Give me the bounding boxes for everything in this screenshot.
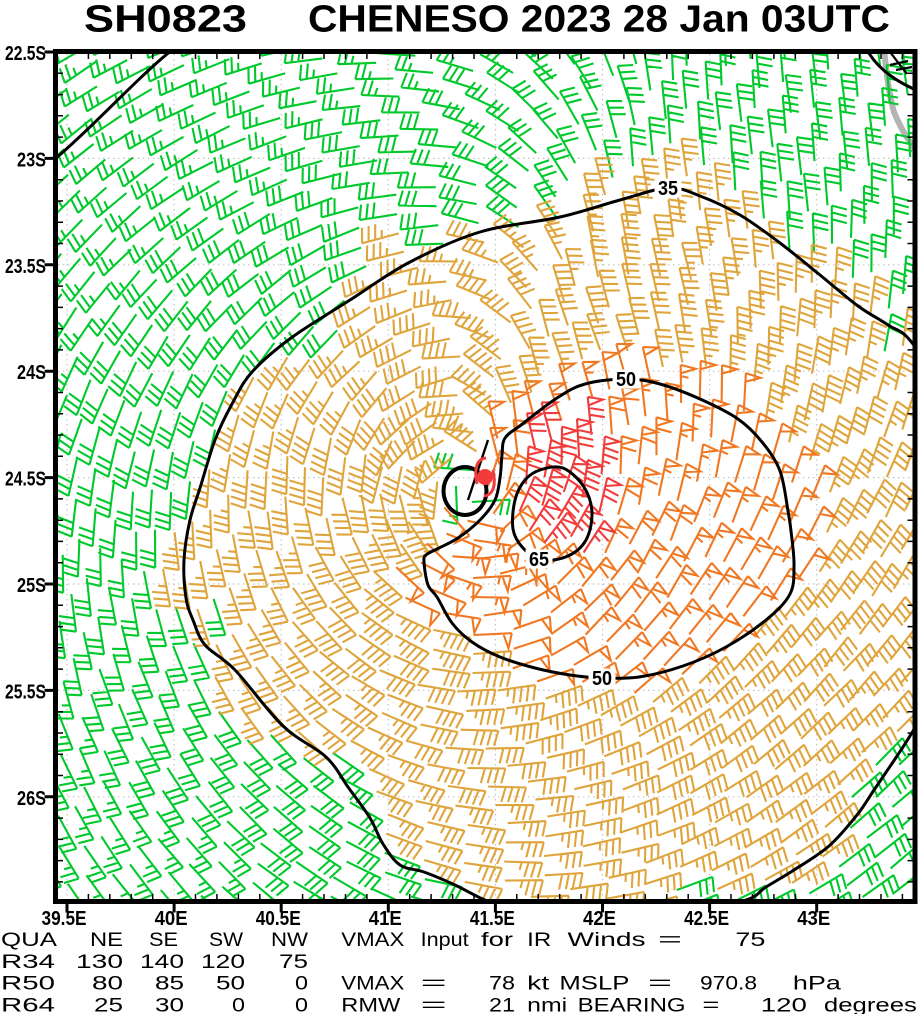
svg-text:NE: NE <box>90 930 123 951</box>
svg-text:40E: 40E <box>155 908 188 930</box>
svg-text:85: 85 <box>155 974 184 995</box>
svg-text:24S: 24S <box>17 362 46 384</box>
svg-text:Winds: Winds <box>568 930 646 951</box>
svg-text:=: = <box>648 974 672 995</box>
svg-text:0: 0 <box>295 996 308 1015</box>
svg-text:0: 0 <box>232 996 245 1015</box>
svg-text:nmi: nmi <box>527 996 567 1015</box>
svg-text:75: 75 <box>279 952 308 973</box>
svg-text:80: 80 <box>92 974 123 995</box>
svg-text:30: 30 <box>155 996 184 1015</box>
svg-text:=: = <box>702 996 719 1015</box>
svg-text:42.5E: 42.5E <box>684 908 729 930</box>
svg-text:140: 140 <box>140 952 184 973</box>
svg-text:24.5S: 24.5S <box>5 469 46 491</box>
svg-text:=: = <box>421 996 447 1015</box>
svg-text:hPa: hPa <box>793 974 842 995</box>
svg-text:50: 50 <box>216 974 245 995</box>
svg-text:25.5S: 25.5S <box>5 681 46 703</box>
svg-text:40.5E: 40.5E <box>256 908 301 930</box>
svg-text:R64: R64 <box>1 996 56 1015</box>
svg-text:42E: 42E <box>583 908 616 930</box>
svg-text:SE: SE <box>149 930 178 951</box>
svg-text:R50: R50 <box>1 974 55 995</box>
svg-text:IR: IR <box>527 930 551 951</box>
svg-text:VMAX: VMAX <box>341 930 404 951</box>
svg-text:VMAX: VMAX <box>341 974 404 995</box>
svg-text:120: 120 <box>761 996 807 1015</box>
svg-text:MSLP: MSLP <box>559 974 629 995</box>
svg-text:25: 25 <box>94 996 123 1015</box>
svg-text:RMW: RMW <box>341 996 400 1015</box>
svg-text:78: 78 <box>489 974 515 995</box>
svg-text:0: 0 <box>295 974 308 995</box>
svg-text:25S: 25S <box>17 575 46 597</box>
svg-text:41E: 41E <box>369 908 402 930</box>
svg-text:970.8: 970.8 <box>700 974 757 995</box>
svg-text:=: = <box>658 930 682 951</box>
svg-text:kt: kt <box>527 974 550 995</box>
svg-text:SW: SW <box>209 930 243 951</box>
svg-text:23.5S: 23.5S <box>5 256 46 278</box>
svg-text:=: = <box>421 974 447 995</box>
svg-text:120: 120 <box>201 952 245 973</box>
svg-text:degrees: degrees <box>824 996 917 1015</box>
svg-text:QUA: QUA <box>1 930 57 951</box>
svg-text:50: 50 <box>616 369 636 391</box>
svg-text:for: for <box>481 930 514 951</box>
svg-text:65: 65 <box>529 549 549 571</box>
svg-text:BEARING: BEARING <box>578 996 686 1015</box>
svg-text:R34: R34 <box>1 952 56 973</box>
svg-text:23S: 23S <box>17 149 46 171</box>
svg-text:43E: 43E <box>797 908 830 930</box>
svg-text:SH0823: SH0823 <box>84 0 247 41</box>
svg-text:21: 21 <box>489 996 515 1015</box>
svg-text:22.5S: 22.5S <box>5 43 46 65</box>
svg-text:50: 50 <box>592 668 612 690</box>
svg-text:35: 35 <box>658 178 678 200</box>
svg-text:Input: Input <box>421 930 470 951</box>
svg-text:41.5E: 41.5E <box>470 908 515 930</box>
svg-text:NW: NW <box>271 930 308 951</box>
svg-text:75: 75 <box>735 930 765 951</box>
svg-text:130: 130 <box>76 952 123 973</box>
svg-text:CHENESO 2023 28 Jan 03UTC: CHENESO 2023 28 Jan 03UTC <box>308 0 890 41</box>
svg-text:39.5E: 39.5E <box>42 908 87 930</box>
svg-text:26S: 26S <box>17 788 46 810</box>
